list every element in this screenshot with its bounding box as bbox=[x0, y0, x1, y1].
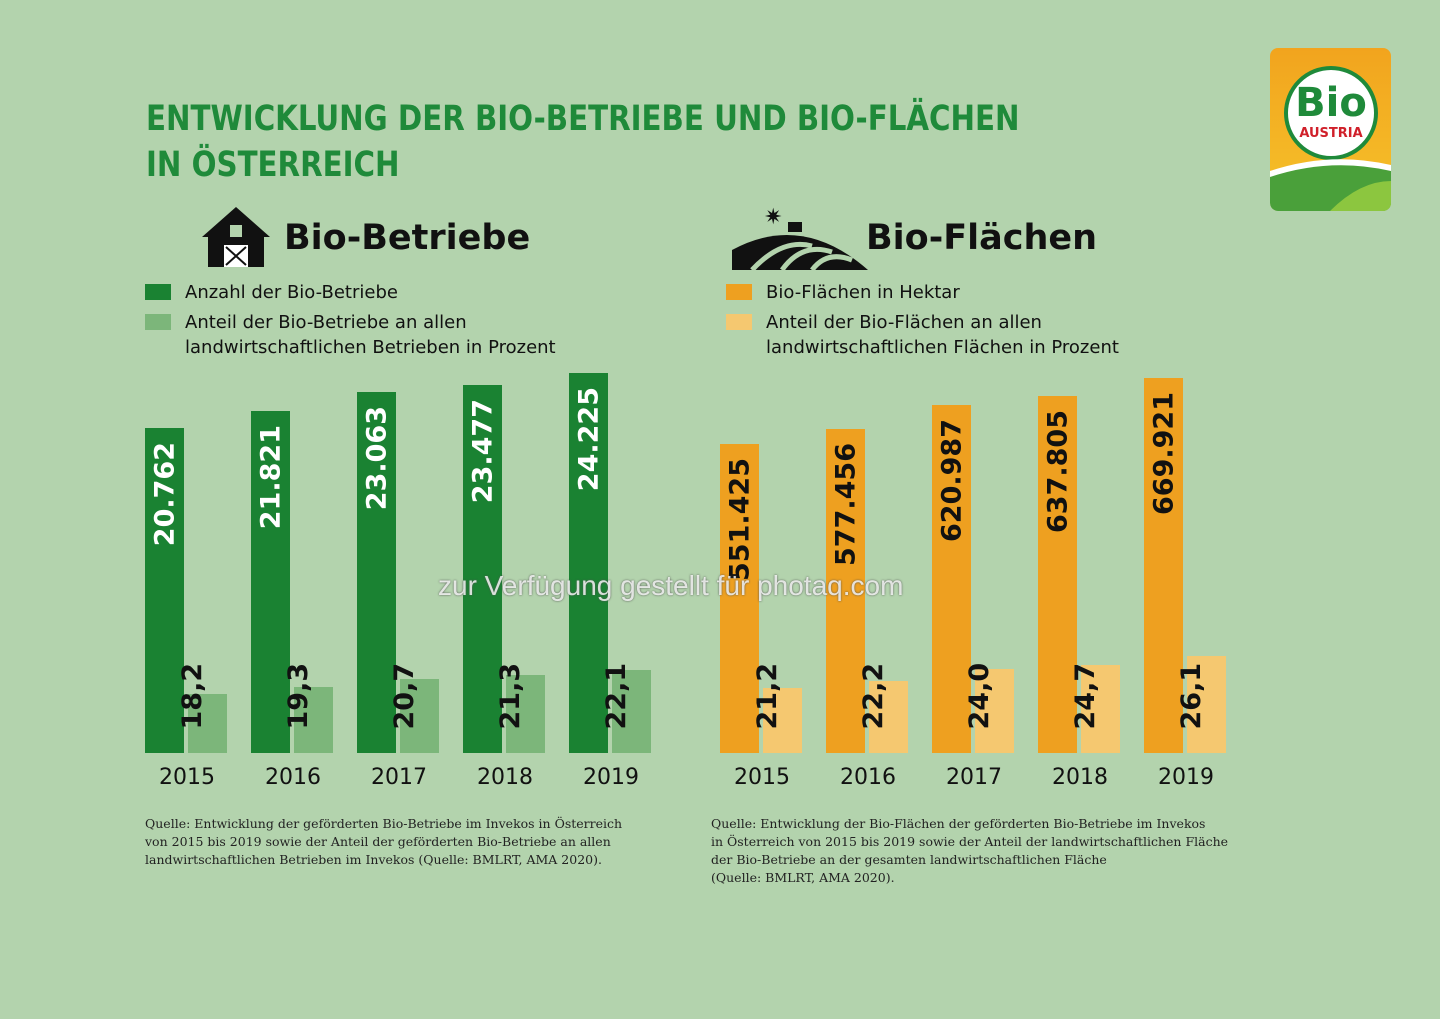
share-bar-2017: 20,7 bbox=[389, 663, 439, 753]
value-label: 22,1 bbox=[600, 662, 632, 730]
value-label: 21.821 bbox=[255, 425, 286, 530]
year-tick-label: 2017 bbox=[371, 765, 427, 790]
value-label: 20,7 bbox=[388, 662, 420, 730]
main-bar-2016: 21.821 bbox=[251, 411, 290, 753]
value-label: 21,2 bbox=[751, 662, 783, 730]
main-bar-2017: 23.063 bbox=[357, 391, 396, 753]
share-bar-2019: 22,1 bbox=[601, 663, 651, 753]
year-tick-label: 2016 bbox=[265, 765, 321, 790]
value-label: 20.762 bbox=[149, 441, 180, 546]
barn-icon bbox=[202, 207, 270, 267]
share-bar-2018: 24,7 bbox=[1070, 663, 1120, 753]
value-label: 23.477 bbox=[467, 399, 498, 504]
year-tick-label: 2018 bbox=[477, 765, 533, 790]
section-title-betriebe: Bio-Betriebe bbox=[284, 218, 531, 258]
share-bar-2015: 18,2 bbox=[177, 663, 227, 753]
share-bar-2018: 21,3 bbox=[495, 663, 545, 753]
value-label: 26,1 bbox=[1175, 662, 1207, 730]
legend-flaechen: Bio-Flächen in Hektar Anteil der Bio-Flä… bbox=[726, 280, 1119, 365]
year-tick-label: 2018 bbox=[1052, 765, 1108, 790]
main-bar-2016: 577.456 bbox=[826, 429, 865, 753]
legend-betriebe: Anzahl der Bio-Betriebe Anteil der Bio-B… bbox=[145, 280, 556, 365]
year-tick-label: 2019 bbox=[1158, 765, 1214, 790]
share-bar-2017: 24,0 bbox=[964, 663, 1014, 753]
main-bar-2019: 24.225 bbox=[569, 373, 608, 753]
value-label: 19,3 bbox=[282, 662, 314, 730]
value-label: 24,7 bbox=[1069, 662, 1101, 730]
value-label: 24.225 bbox=[573, 387, 604, 492]
value-label: 18,2 bbox=[176, 662, 208, 730]
source-flaechen: Quelle: Entwicklung der Bio-Flächen der … bbox=[711, 816, 1229, 885]
value-label: 669.921 bbox=[1148, 391, 1179, 515]
main-bar-2015: 551.425 bbox=[720, 444, 759, 753]
year-tick-label: 2017 bbox=[946, 765, 1002, 790]
field-tractor-icon: ✷ bbox=[732, 205, 868, 272]
page-title: ENTWICKLUNG DER BIO-BETRIEBE UND BIO-FLÄ… bbox=[146, 99, 1020, 185]
main-bar-2015: 20.762 bbox=[145, 427, 184, 753]
value-label: 551.425 bbox=[724, 458, 755, 582]
value-label: 21,3 bbox=[494, 662, 526, 730]
value-label: 23.063 bbox=[361, 405, 392, 510]
share-bar-2015: 21,2 bbox=[752, 663, 802, 753]
value-label: 637.805 bbox=[1042, 409, 1073, 533]
value-label: 620.987 bbox=[936, 419, 967, 543]
value-label: 24,0 bbox=[963, 662, 995, 730]
year-tick-label: 2016 bbox=[840, 765, 896, 790]
year-tick-label: 2015 bbox=[159, 765, 215, 790]
year-tick-label: 2019 bbox=[583, 765, 639, 790]
main-bar-2017: 620.987 bbox=[932, 405, 971, 753]
value-label: 577.456 bbox=[830, 443, 861, 567]
watermark: zur Verfügung gestellt für photaq.com bbox=[438, 570, 904, 601]
main-bar-2018: 23.477 bbox=[463, 385, 502, 753]
value-label: 22,2 bbox=[857, 662, 889, 730]
svg-text:✷: ✷ bbox=[764, 205, 782, 230]
year-tick-label: 2015 bbox=[734, 765, 790, 790]
source-betriebe: Quelle: Entwicklung der geförderten Bio-… bbox=[145, 816, 623, 867]
share-bar-2016: 22,2 bbox=[858, 663, 908, 753]
section-title-flaechen: Bio-Flächen bbox=[866, 218, 1098, 258]
main-bar-2018: 637.805 bbox=[1038, 395, 1077, 753]
share-bar-2016: 19,3 bbox=[283, 663, 333, 753]
main-bar-2019: 669.921 bbox=[1144, 377, 1183, 753]
share-bar-2019: 26,1 bbox=[1176, 655, 1226, 753]
bio-austria-logo: Bio AUSTRIA bbox=[1270, 48, 1391, 211]
